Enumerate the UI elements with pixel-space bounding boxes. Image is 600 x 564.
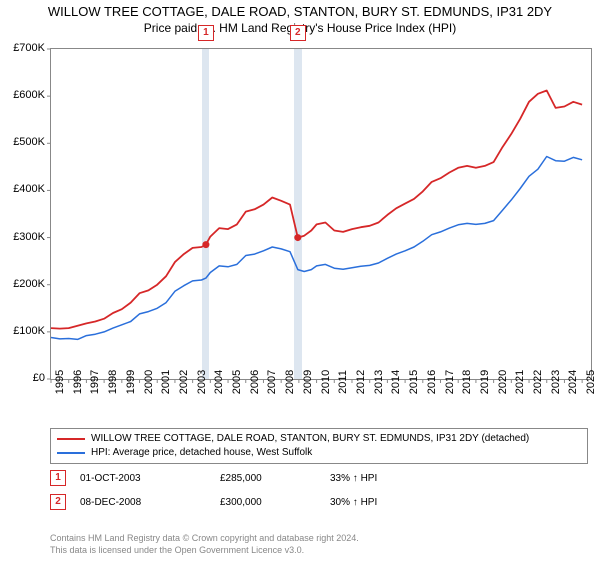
x-tick-label: 2025 xyxy=(585,370,597,394)
x-tick-label: 2020 xyxy=(497,370,509,394)
x-tick-label: 1997 xyxy=(89,370,101,394)
x-tick-label: 2009 xyxy=(302,370,314,394)
x-tick-label: 2023 xyxy=(550,370,562,394)
transaction-date: 08-DEC-2008 xyxy=(80,497,220,508)
transaction-point xyxy=(294,234,301,241)
annotation-marker: 2 xyxy=(290,25,306,41)
x-tick-label: 2013 xyxy=(373,370,385,394)
legend-swatch xyxy=(57,438,85,440)
x-tick-label: 2000 xyxy=(143,370,155,394)
chart-plot-area: 12 xyxy=(50,48,592,380)
x-tick-label: 2014 xyxy=(390,370,402,394)
y-tick-label: £200K xyxy=(13,278,45,290)
x-tick-label: 1998 xyxy=(107,370,119,394)
y-tick-label: £700K xyxy=(13,42,45,54)
transaction-date: 01-OCT-2003 xyxy=(80,473,220,484)
x-tick-label: 2015 xyxy=(408,370,420,394)
x-tick-label: 2024 xyxy=(567,370,579,394)
footnote-line2: This data is licensed under the Open Gov… xyxy=(50,544,304,556)
transaction-price: £285,000 xyxy=(220,473,330,484)
transaction-marker: 1 xyxy=(50,470,66,486)
x-tick-label: 1999 xyxy=(125,370,137,394)
x-tick-label: 2012 xyxy=(355,370,367,394)
legend: WILLOW TREE COTTAGE, DALE ROAD, STANTON,… xyxy=(50,428,588,464)
x-tick-label: 2008 xyxy=(284,370,296,394)
x-tick-label: 2019 xyxy=(479,370,491,394)
y-tick-label: £400K xyxy=(13,183,45,195)
chart-title: WILLOW TREE COTTAGE, DALE ROAD, STANTON,… xyxy=(0,4,600,19)
y-tick-label: £500K xyxy=(13,136,45,148)
footnote-line1: Contains HM Land Registry data © Crown c… xyxy=(50,532,359,544)
x-tick-label: 2004 xyxy=(213,370,225,394)
x-tick-label: 2006 xyxy=(249,370,261,394)
x-tick-label: 2017 xyxy=(444,370,456,394)
transaction-marker: 2 xyxy=(50,494,66,510)
x-tick-label: 2011 xyxy=(337,370,349,394)
x-tick-label: 1996 xyxy=(72,370,84,394)
transaction-row: 2 08-DEC-2008£300,00030% ↑ HPI xyxy=(50,494,450,510)
x-tick-label: 2002 xyxy=(178,370,190,394)
legend-row: WILLOW TREE COTTAGE, DALE ROAD, STANTON,… xyxy=(57,432,581,446)
x-tick-label: 2021 xyxy=(514,370,526,394)
transaction-point xyxy=(202,241,209,248)
y-tick-label: £100K xyxy=(13,325,45,337)
x-tick-label: 2016 xyxy=(426,370,438,394)
transaction-price: £300,000 xyxy=(220,497,330,508)
legend-row: HPI: Average price, detached house, West… xyxy=(57,446,581,460)
x-tick-label: 2001 xyxy=(160,370,172,394)
annotation-marker: 1 xyxy=(198,25,214,41)
transaction-row: 1 01-OCT-2003£285,00033% ↑ HPI xyxy=(50,470,450,486)
x-tick-label: 1995 xyxy=(54,370,66,394)
x-tick-label: 2018 xyxy=(461,370,473,394)
y-tick-label: £0 xyxy=(33,372,45,384)
legend-label: WILLOW TREE COTTAGE, DALE ROAD, STANTON,… xyxy=(91,432,529,446)
x-tick-label: 2010 xyxy=(320,370,332,394)
series-hpi xyxy=(51,157,582,340)
x-tick-label: 2005 xyxy=(231,370,243,394)
transaction-diff: 30% ↑ HPI xyxy=(330,497,450,508)
y-tick-label: £600K xyxy=(13,89,45,101)
x-tick-label: 2007 xyxy=(266,370,278,394)
x-tick-label: 2003 xyxy=(196,370,208,394)
x-tick-label: 2022 xyxy=(532,370,544,394)
transaction-diff: 33% ↑ HPI xyxy=(330,473,450,484)
y-tick-label: £300K xyxy=(13,231,45,243)
legend-label: HPI: Average price, detached house, West… xyxy=(91,446,312,460)
legend-swatch xyxy=(57,452,85,454)
